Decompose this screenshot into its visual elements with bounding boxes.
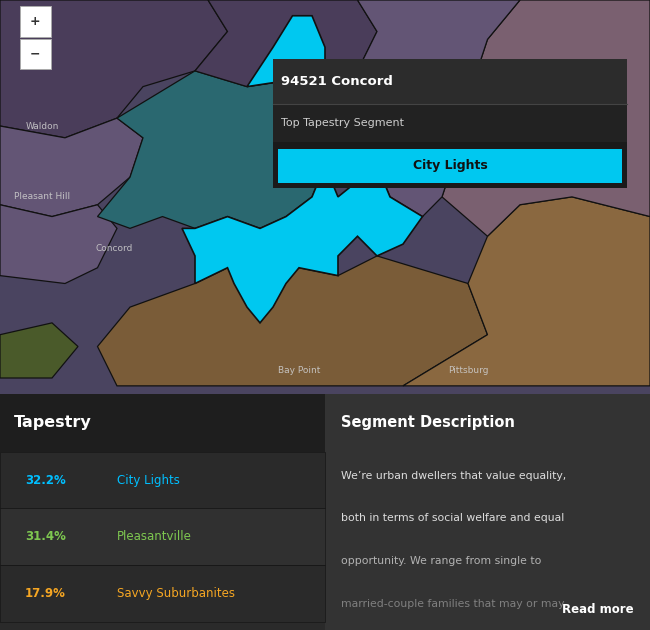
Polygon shape xyxy=(195,0,377,86)
Text: Read more: Read more xyxy=(562,603,634,616)
Text: Top Tapestry Segment: Top Tapestry Segment xyxy=(281,118,404,129)
Bar xyxy=(0,0,650,394)
Text: Pleasant Hill: Pleasant Hill xyxy=(14,192,70,202)
Text: Waldon: Waldon xyxy=(25,122,59,130)
Bar xyxy=(278,149,622,183)
Text: 94521 Concord: 94521 Concord xyxy=(281,75,393,88)
Text: City Lights: City Lights xyxy=(117,474,180,486)
Text: 17.9%: 17.9% xyxy=(25,587,66,600)
Polygon shape xyxy=(0,205,117,284)
Bar xyxy=(0,452,325,508)
Text: Bay Point: Bay Point xyxy=(278,365,320,375)
Text: Savvy Suburbanites: Savvy Suburbanites xyxy=(117,587,235,600)
Text: We’re urban dwellers that value equality,: We’re urban dwellers that value equality… xyxy=(341,471,567,481)
Polygon shape xyxy=(442,0,650,236)
Bar xyxy=(273,105,627,142)
FancyBboxPatch shape xyxy=(20,6,51,37)
Text: Segment Description: Segment Description xyxy=(341,415,515,430)
Polygon shape xyxy=(0,323,78,378)
Text: Concord: Concord xyxy=(95,244,133,253)
Polygon shape xyxy=(403,197,650,386)
Text: opportunity. We range from single to: opportunity. We range from single to xyxy=(341,556,541,566)
Text: Tapestry: Tapestry xyxy=(14,415,92,430)
Bar xyxy=(325,394,650,630)
Text: Pleasantville: Pleasantville xyxy=(117,530,192,543)
Polygon shape xyxy=(98,256,488,386)
Polygon shape xyxy=(182,16,422,323)
Text: 31.4%: 31.4% xyxy=(25,530,66,543)
Bar xyxy=(0,565,325,622)
FancyBboxPatch shape xyxy=(20,39,51,69)
Text: City Lights: City Lights xyxy=(413,159,488,173)
Polygon shape xyxy=(325,0,520,217)
Polygon shape xyxy=(98,71,325,229)
Text: Clayton: Clayton xyxy=(320,176,356,186)
Text: both in terms of social welfare and equal: both in terms of social welfare and equa… xyxy=(341,513,564,524)
Polygon shape xyxy=(0,118,143,217)
Bar xyxy=(273,142,627,188)
Bar xyxy=(273,59,627,105)
Text: married-couple families that may or may: married-couple families that may or may xyxy=(341,599,565,609)
Text: Pittsburg: Pittsburg xyxy=(448,365,488,375)
Bar xyxy=(0,394,325,630)
Bar xyxy=(0,394,325,452)
Text: +: + xyxy=(30,15,40,28)
Polygon shape xyxy=(0,0,227,138)
Bar xyxy=(0,508,325,565)
Text: 32.2%: 32.2% xyxy=(25,474,66,486)
Text: −: − xyxy=(30,48,40,60)
